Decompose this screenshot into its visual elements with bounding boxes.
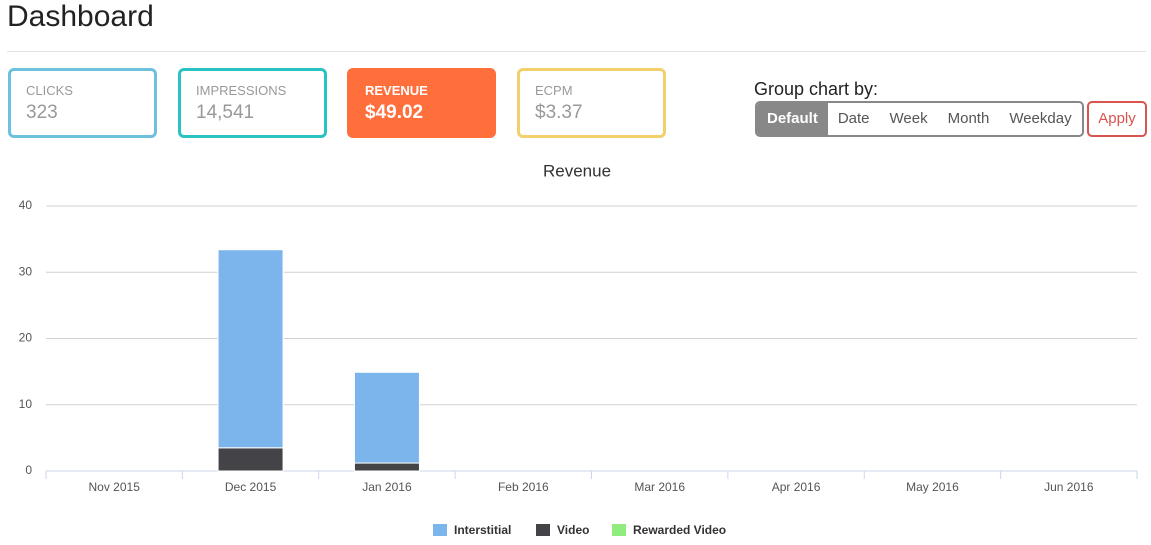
- card-value: 14,541: [196, 102, 255, 123]
- card-label: REVENUE: [365, 83, 428, 98]
- legend-swatch: [433, 524, 447, 536]
- divider: [7, 51, 1146, 52]
- x-tick-label: Jan 2016: [362, 480, 412, 494]
- legend-label: Interstitial: [454, 523, 511, 537]
- card-label: IMPRESSIONS: [196, 83, 287, 98]
- card-label: CLICKS: [26, 83, 73, 98]
- y-tick-label: 10: [19, 397, 33, 411]
- group-buttons: Default Date Week Month Weekday: [755, 101, 1084, 137]
- stat-card[interactable]: CLICKS 323: [8, 68, 157, 138]
- x-tick-label: May 2016: [906, 480, 959, 494]
- y-tick-label: 20: [19, 331, 33, 345]
- legend-swatch: [536, 524, 550, 536]
- card-value: 323: [26, 102, 58, 123]
- group-option[interactable]: Default: [757, 103, 828, 135]
- y-tick-label: 40: [19, 198, 33, 212]
- group-option[interactable]: Month: [947, 110, 990, 127]
- bar-segment: [353, 462, 420, 472]
- bar-segment: [217, 249, 284, 449]
- group-option[interactable]: Weekday: [1009, 110, 1072, 127]
- x-tick-label: Apr 2016: [772, 480, 821, 494]
- y-tick-label: 30: [19, 264, 33, 278]
- stat-card[interactable]: REVENUE $49.02: [347, 68, 496, 138]
- group-option[interactable]: Date: [837, 110, 870, 127]
- x-tick-label: Dec 2015: [225, 480, 277, 494]
- apply-button[interactable]: Apply: [1087, 101, 1147, 137]
- card-value: $49.02: [365, 102, 424, 123]
- card-label: ECPM: [535, 83, 573, 98]
- legend-swatch: [612, 524, 626, 536]
- chart: Revenue 0 10 20 30 40 Nov 2015 Dec 2015 Jan 201…: [19, 161, 1138, 537]
- y-tick-label: 0: [25, 463, 32, 477]
- chart-title: Revenue: [543, 161, 611, 180]
- group-option[interactable]: Week: [889, 110, 928, 127]
- x-tick-label: Feb 2016: [498, 480, 549, 494]
- bar-segment: [353, 371, 420, 464]
- x-tick-label: Jun 2016: [1044, 480, 1094, 494]
- legend-label: Video: [557, 523, 589, 537]
- stat-card[interactable]: ECPM $3.37: [517, 68, 666, 138]
- group-label: Group chart by:: [754, 79, 879, 99]
- bar-segment: [217, 447, 284, 472]
- x-tick-label: Mar 2016: [634, 480, 685, 494]
- legend-label: Rewarded Video: [633, 523, 726, 537]
- page-title: Dashboard: [7, 0, 154, 33]
- stat-card[interactable]: IMPRESSIONS 14,541: [178, 68, 327, 138]
- x-tick-label: Nov 2015: [89, 480, 141, 494]
- card-value: $3.37: [535, 102, 583, 123]
